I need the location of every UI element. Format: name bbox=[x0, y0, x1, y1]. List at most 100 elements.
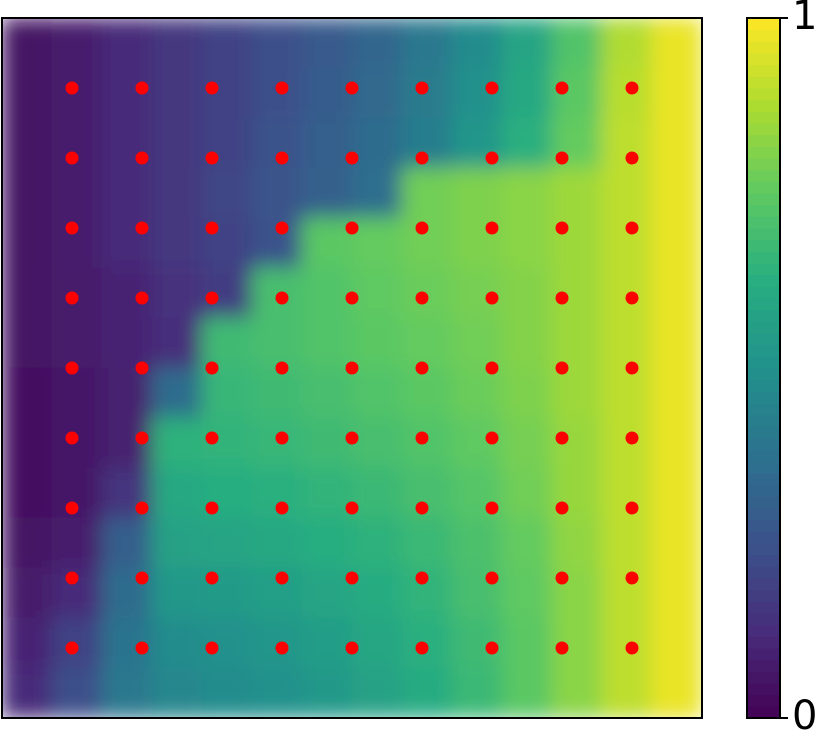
colorbar-step bbox=[747, 40, 780, 54]
field-cell bbox=[151, 117, 203, 169]
field-cell bbox=[401, 517, 453, 569]
field-cell bbox=[351, 367, 403, 419]
point bbox=[625, 361, 639, 375]
field-cell bbox=[651, 117, 702, 169]
field-cell bbox=[651, 417, 702, 469]
field-cell bbox=[501, 367, 553, 419]
point bbox=[345, 151, 359, 165]
field-cell bbox=[651, 667, 702, 718]
field-cell bbox=[351, 317, 403, 369]
colorbar-step bbox=[747, 414, 780, 427]
point bbox=[555, 151, 569, 165]
field-cell bbox=[501, 67, 553, 119]
point bbox=[275, 641, 289, 655]
field-cell bbox=[551, 517, 603, 569]
field-cell bbox=[501, 267, 553, 319]
field-cell bbox=[501, 667, 553, 718]
field-cell bbox=[301, 217, 353, 269]
colorbar-step bbox=[747, 99, 780, 112]
field-cell bbox=[601, 267, 653, 319]
field-cell bbox=[301, 567, 353, 619]
colorbar-step bbox=[747, 309, 780, 322]
field-cell bbox=[501, 117, 553, 169]
point bbox=[555, 571, 569, 585]
field-cell bbox=[201, 18, 253, 69]
point bbox=[275, 501, 289, 515]
point bbox=[275, 221, 289, 235]
field-cell bbox=[151, 617, 203, 669]
point bbox=[625, 571, 639, 585]
colorbar-step bbox=[747, 215, 780, 229]
point bbox=[65, 431, 79, 445]
colorbar-step bbox=[747, 320, 780, 334]
field-cell bbox=[251, 417, 303, 469]
field-cell bbox=[501, 517, 553, 569]
point bbox=[625, 221, 639, 235]
field-cell bbox=[651, 567, 702, 619]
field-cell bbox=[651, 517, 702, 569]
point bbox=[65, 641, 79, 655]
field-cell bbox=[151, 367, 203, 419]
field-cell bbox=[501, 617, 553, 669]
point bbox=[485, 431, 499, 445]
field-cell bbox=[351, 617, 403, 669]
field-cell bbox=[501, 217, 553, 269]
field-cell bbox=[351, 567, 403, 619]
field-cell bbox=[301, 417, 353, 469]
point bbox=[135, 151, 149, 165]
field-cell bbox=[651, 467, 702, 519]
field-cell bbox=[251, 18, 303, 69]
point bbox=[625, 641, 639, 655]
field-cell bbox=[51, 67, 103, 119]
field-cell bbox=[2, 167, 53, 219]
field-cell bbox=[451, 317, 503, 369]
colorbar-step bbox=[747, 670, 780, 684]
field-cell bbox=[501, 417, 553, 469]
field-cell bbox=[51, 667, 103, 718]
colorbar-step bbox=[747, 110, 780, 124]
colorbar-step bbox=[747, 484, 780, 497]
colorbar-step bbox=[747, 169, 780, 182]
field-cell bbox=[151, 667, 203, 718]
colorbar-tick-label: 0 bbox=[792, 693, 817, 739]
point bbox=[135, 291, 149, 305]
point bbox=[205, 501, 219, 515]
field-cell bbox=[651, 217, 702, 269]
field-cell bbox=[401, 617, 453, 669]
field-cell bbox=[151, 317, 203, 369]
field-cell bbox=[2, 67, 53, 119]
field-cell bbox=[351, 467, 403, 519]
field-cell bbox=[301, 167, 353, 219]
field-cell bbox=[2, 417, 53, 469]
point bbox=[275, 81, 289, 95]
point bbox=[345, 81, 359, 95]
colorbar-step bbox=[747, 495, 780, 509]
field-cell bbox=[401, 317, 453, 369]
point bbox=[415, 501, 429, 515]
colorbar-step bbox=[747, 682, 780, 696]
point bbox=[205, 291, 219, 305]
field-cell bbox=[101, 667, 153, 718]
colorbar-step bbox=[747, 52, 780, 66]
field-cell bbox=[601, 417, 653, 469]
field-cell bbox=[451, 167, 503, 219]
field-cell bbox=[2, 217, 53, 269]
colorbar-step bbox=[747, 530, 780, 544]
field-cell bbox=[101, 317, 153, 369]
point bbox=[555, 221, 569, 235]
field-cell bbox=[551, 167, 603, 219]
field-cell bbox=[151, 567, 203, 619]
field bbox=[2, 18, 702, 718]
field-cell bbox=[651, 18, 702, 69]
point bbox=[485, 571, 499, 585]
colorbar-step bbox=[747, 589, 780, 602]
points bbox=[65, 81, 639, 655]
field-cell bbox=[2, 117, 53, 169]
colorbar-step bbox=[747, 460, 780, 474]
field-cell bbox=[351, 667, 403, 718]
field-cell bbox=[451, 18, 503, 69]
field-cell bbox=[351, 167, 403, 219]
colorbar-step bbox=[747, 239, 780, 252]
field-cell bbox=[651, 67, 702, 119]
